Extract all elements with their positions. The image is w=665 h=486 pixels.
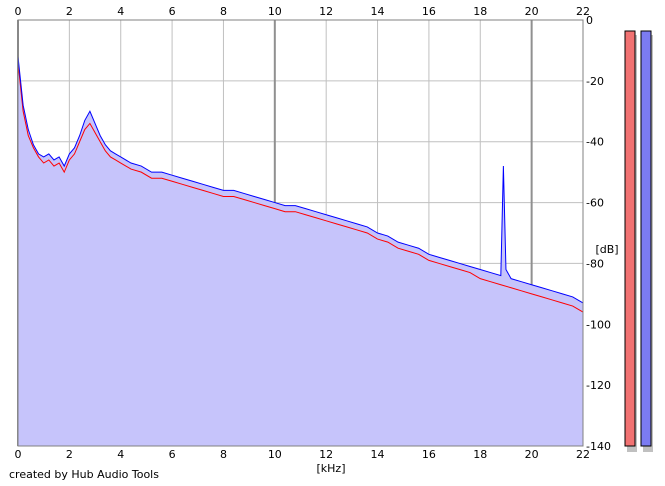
x-tick-label-bottom: 20 bbox=[525, 448, 539, 461]
plot-frame bbox=[17, 19, 584, 447]
y-tick-label: -100 bbox=[586, 318, 611, 331]
x-tick-label-top: 4 bbox=[117, 5, 124, 18]
tick-labels: 002244668810101212141416161818202022220-… bbox=[15, 5, 611, 461]
y-tick-label: -140 bbox=[586, 440, 611, 453]
x-tick-label-top: 0 bbox=[15, 5, 22, 18]
x-tick-label-top: 6 bbox=[169, 5, 176, 18]
series-line-1 bbox=[17, 56, 584, 304]
x-tick-label-top: 10 bbox=[268, 5, 282, 18]
series-lines bbox=[17, 56, 584, 313]
x-tick-label-bottom: 22 bbox=[576, 448, 590, 461]
spectrum-fill-area bbox=[18, 56, 583, 447]
level-meter-bar bbox=[624, 30, 636, 447]
x-tick-label-top: 12 bbox=[319, 5, 333, 18]
x-tick-label-top: 16 bbox=[422, 5, 436, 18]
x-tick-label-top: 8 bbox=[220, 5, 227, 18]
series-line-0 bbox=[17, 62, 584, 313]
x-tick-label-bottom: 12 bbox=[319, 448, 333, 461]
x-tick-label-top: 14 bbox=[371, 5, 385, 18]
x-tick-label-bottom: 8 bbox=[220, 448, 227, 461]
level-meters bbox=[624, 30, 653, 452]
y-tick-label: -80 bbox=[586, 257, 604, 270]
x-tick-label-top: 18 bbox=[473, 5, 487, 18]
x-tick-label-bottom: 2 bbox=[66, 448, 73, 461]
x-axis-label: [kHz] bbox=[317, 462, 346, 475]
credit-text: created by Hub Audio Tools bbox=[9, 468, 159, 481]
x-tick-label-bottom: 6 bbox=[169, 448, 176, 461]
x-tick-label-top: 20 bbox=[525, 5, 539, 18]
x-tick-label-top: 22 bbox=[576, 5, 590, 18]
x-tick-label-bottom: 0 bbox=[15, 448, 22, 461]
y-tick-label: -20 bbox=[586, 75, 604, 88]
x-tick-label-bottom: 4 bbox=[117, 448, 124, 461]
x-tick-label-bottom: 10 bbox=[268, 448, 282, 461]
x-tick-label-top: 2 bbox=[66, 5, 73, 18]
y-tick-label: -40 bbox=[586, 136, 604, 149]
x-tick-label-bottom: 18 bbox=[473, 448, 487, 461]
y-tick-label: -120 bbox=[586, 379, 611, 392]
x-tick-label-bottom: 16 bbox=[422, 448, 436, 461]
level-meter-bar bbox=[640, 30, 652, 447]
y-axis-label: [dB] bbox=[595, 243, 618, 256]
y-tick-label: -60 bbox=[586, 197, 604, 210]
x-tick-label-bottom: 14 bbox=[371, 448, 385, 461]
y-tick-label: 0 bbox=[586, 14, 593, 27]
